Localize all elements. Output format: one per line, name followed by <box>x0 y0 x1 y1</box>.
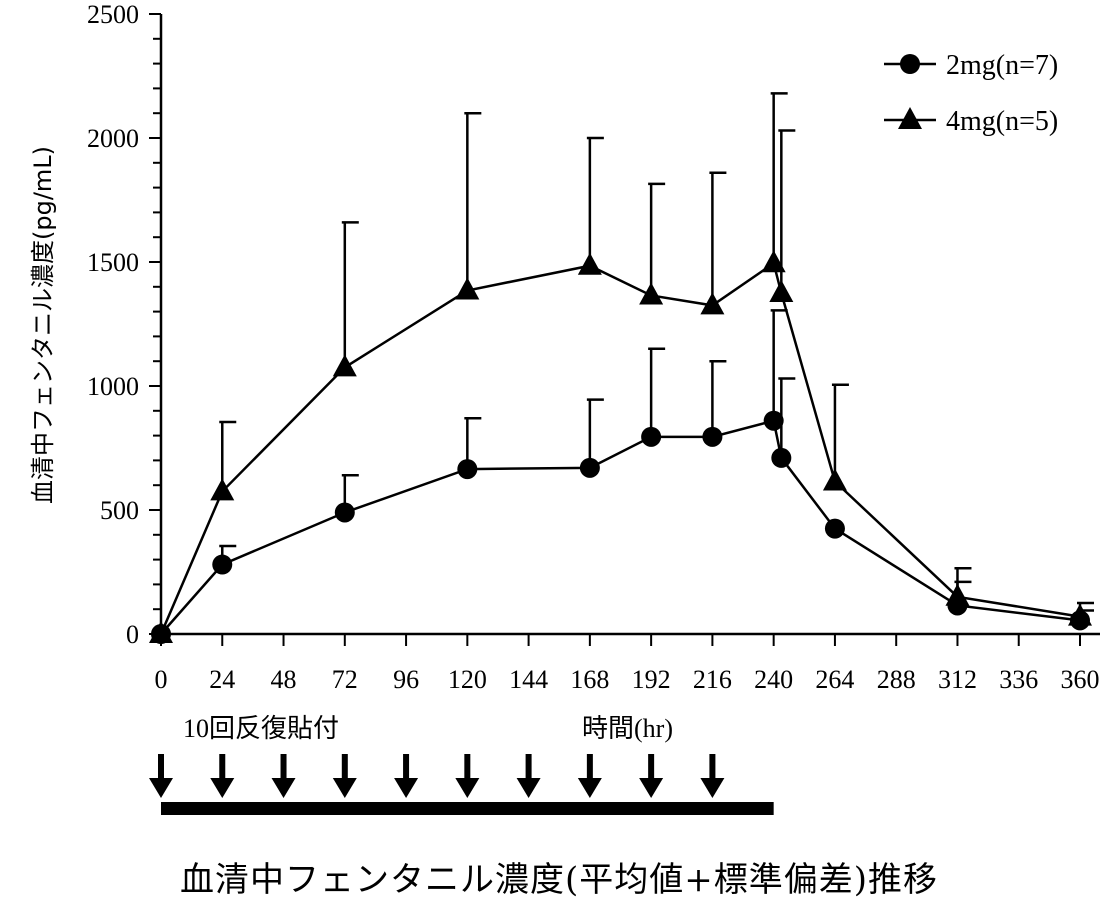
dose-arrow-head <box>455 778 480 798</box>
data-point <box>455 277 480 300</box>
dose-arrow-head <box>271 778 296 798</box>
dose-arrow-head <box>210 778 235 798</box>
x-tick-label: 240 <box>754 665 793 694</box>
x-tick-label: 336 <box>999 665 1038 694</box>
data-point <box>332 354 357 377</box>
dose-arrow-shaft <box>158 754 164 782</box>
dose-arrow-shaft <box>648 754 655 782</box>
dose-arrow-shaft <box>525 754 532 782</box>
data-point <box>769 280 794 302</box>
x-tick-label: 96 <box>393 665 419 694</box>
series-line <box>160 419 1081 635</box>
dose-arrow-shaft <box>280 754 287 782</box>
dose-arrow-shaft <box>219 754 226 782</box>
dose-arrow-shaft <box>341 754 348 782</box>
axes: 0 24 48 72 96 120 144 168 192 216 240 264 288 312 336 3… <box>87 0 1100 694</box>
series-line <box>159 261 1081 635</box>
x-tick-label: 24 <box>209 665 235 694</box>
x-tick-label: 144 <box>509 665 548 694</box>
dose-arrow-shaft <box>464 754 471 782</box>
dose-arrow-head <box>332 778 357 798</box>
x-tick-label: 192 <box>632 665 671 694</box>
legend-marker <box>898 107 922 129</box>
legend-label: 4mg(n=5) <box>946 106 1058 137</box>
data-point <box>577 252 602 275</box>
data-point <box>641 426 662 447</box>
y-tick-label: 2000 <box>87 124 139 153</box>
data-point <box>822 468 847 491</box>
legend-label: 2mg(n=7) <box>946 50 1058 81</box>
x-tick-label: 48 <box>271 665 297 694</box>
x-tick-label: 312 <box>938 665 977 694</box>
x-tick-label: 264 <box>815 665 854 694</box>
dose-arrow-head <box>516 778 541 798</box>
data-point <box>334 502 355 523</box>
dose-arrow-shaft <box>586 754 593 782</box>
dosing-period-bar <box>161 802 774 815</box>
data-point <box>945 583 970 606</box>
dosing-schedule <box>149 754 774 815</box>
y-tick-label: 500 <box>100 496 139 525</box>
data-point <box>761 250 786 273</box>
x-tick-label: 72 <box>332 665 358 694</box>
dose-arrow-head <box>394 778 419 798</box>
x-tick-label: 0 <box>155 665 168 694</box>
x-tick-label: 360 <box>1061 665 1100 694</box>
y-tick-label: 1500 <box>87 248 139 277</box>
figure-caption: 血清中フェンタニル濃度(平均値+標準偏差)推移 <box>179 860 939 900</box>
data-point <box>1068 603 1092 626</box>
dose-arrow-head <box>149 778 173 798</box>
data-point <box>579 457 600 478</box>
x-tick-label: 288 <box>877 665 916 694</box>
x-tick-label: 216 <box>693 665 732 694</box>
dose-arrow-shaft <box>403 754 410 782</box>
data-point <box>210 478 235 501</box>
x-axis-title: 時間(hr) <box>582 714 673 743</box>
x-tick-label: 168 <box>570 665 609 694</box>
y-tick-label: 0 <box>126 620 139 649</box>
error-bars <box>219 92 1094 621</box>
data-point <box>771 447 792 468</box>
data-point <box>639 282 664 305</box>
data-point <box>702 426 723 447</box>
y-tick-label: 1000 <box>87 372 139 401</box>
dose-arrow-head <box>639 778 664 798</box>
legend-marker <box>900 54 920 74</box>
y-tick-label: 2500 <box>87 0 139 29</box>
data-point <box>824 518 845 539</box>
data-point <box>763 410 784 431</box>
series-markers <box>149 250 1092 644</box>
data-point <box>149 621 173 643</box>
dose-arrow-head <box>577 778 602 798</box>
y-axis-title-group: 血清中フェンタニル濃度(pg/mL) <box>29 146 57 504</box>
data-point <box>700 292 725 315</box>
data-point <box>212 554 233 575</box>
data-point <box>457 459 478 480</box>
legend: 2mg(n=7) 4mg(n=5) <box>884 50 1058 137</box>
dose-arrow-head <box>700 778 725 798</box>
x-tick-label: 120 <box>448 665 487 694</box>
series-lines <box>159 261 1081 635</box>
dose-arrow-shaft <box>709 754 716 782</box>
y-axis-title: 血清中フェンタニル濃度(pg/mL) <box>29 146 57 504</box>
dosing-label: 10回反復貼付 <box>183 714 339 743</box>
